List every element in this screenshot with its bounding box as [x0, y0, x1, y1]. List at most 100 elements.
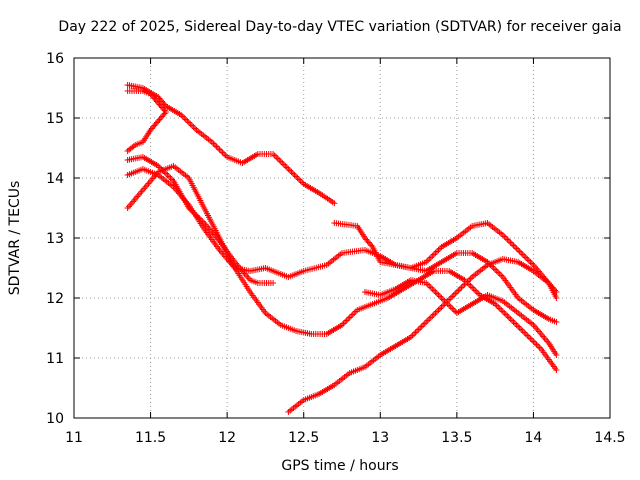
data-point-marker [510, 319, 517, 325]
data-point-marker [502, 235, 509, 241]
x-axis-label: GPS time / hours [281, 458, 398, 474]
data-point-marker [190, 124, 197, 130]
data-point-marker [219, 149, 226, 156]
data-point-marker [414, 328, 421, 334]
data-point-marker [496, 271, 503, 277]
data-point-marker [458, 284, 465, 291]
data-point-marker [427, 314, 434, 321]
data-point-marker [441, 298, 448, 304]
data-point-marker [182, 116, 189, 123]
data-point-marker [528, 260, 535, 267]
data-point-marker [516, 325, 523, 331]
x-tick-label: 14 [525, 430, 543, 446]
data-point-marker [435, 292, 442, 298]
data-point-marker [348, 313, 355, 319]
data-point-marker [331, 200, 338, 207]
data-point-marker [553, 352, 560, 358]
data-point-marker [415, 326, 422, 333]
data-point-marker [437, 305, 444, 312]
y-tick-label: 13 [46, 231, 64, 247]
y-axis-label: SDTVAR / TECUs [7, 181, 23, 296]
data-point-marker [426, 283, 433, 289]
data-point-marker [519, 328, 526, 334]
data-point-marker [423, 319, 430, 325]
data-point-marker [280, 161, 287, 168]
data-point-marker [447, 304, 454, 310]
data-point-marker [277, 158, 284, 165]
data-point-marker [427, 254, 434, 261]
data-point-marker [181, 115, 188, 121]
data-point-marker [524, 256, 531, 262]
data-point-marker [164, 172, 171, 178]
data-point-marker [446, 302, 453, 309]
data-point-marker [342, 319, 349, 325]
data-point-marker [421, 320, 428, 327]
data-point-marker [185, 119, 192, 126]
data-point-marker [455, 287, 462, 294]
data-point-marker [507, 316, 514, 322]
data-point-marker [274, 155, 281, 162]
y-tick-label: 10 [46, 411, 64, 427]
data-point-marker [467, 275, 474, 282]
data-point-marker [531, 340, 538, 346]
data-point-marker [444, 301, 451, 307]
data-point-marker [438, 304, 445, 310]
data-point-marker [495, 304, 502, 310]
data-point-marker [271, 152, 278, 159]
data-point-marker [210, 140, 217, 147]
data-point-marker [213, 143, 220, 150]
data-point-marker [435, 307, 442, 313]
data-point-marker [512, 320, 519, 327]
data-point-marker [527, 259, 534, 265]
data-point-marker [286, 167, 293, 174]
data-point-marker [191, 125, 198, 132]
data-point-marker [515, 247, 522, 253]
data-point-marker [440, 296, 447, 303]
data-point-marker [505, 238, 512, 244]
data-point-marker [430, 311, 437, 318]
data-point-marker [429, 286, 436, 292]
data-point-marker [294, 175, 301, 181]
data-point-marker [438, 295, 445, 301]
data-point-marker [450, 292, 457, 298]
data-point-marker [501, 233, 508, 240]
data-point-marker [279, 160, 286, 166]
data-point-marker [432, 289, 439, 295]
y-tick-label: 12 [46, 291, 64, 307]
data-point-marker [521, 329, 528, 336]
data-point-marker [447, 295, 454, 301]
data-point-marker [124, 148, 131, 154]
data-point-marker [504, 236, 511, 243]
data-point-marker [535, 343, 542, 349]
data-point-marker [553, 319, 560, 325]
data-point-marker [528, 337, 535, 343]
y-tick-label: 11 [46, 351, 64, 367]
data-point-marker [463, 280, 470, 286]
data-point-marker [492, 266, 499, 273]
data-point-marker [519, 251, 526, 258]
y-tick-label: 14 [46, 171, 64, 187]
data-point-marker [273, 154, 280, 160]
data-point-marker [508, 241, 515, 247]
y-axis-ticks: 10 11 12 13 14 15 16 [46, 51, 610, 427]
data-point-marker [410, 331, 417, 337]
data-point-marker [449, 305, 456, 312]
data-point-marker [501, 310, 508, 316]
data-point-marker [282, 163, 289, 169]
data-point-marker [188, 122, 195, 129]
series-track-2 [124, 166, 560, 325]
data-point-marker [495, 269, 502, 276]
data-point-marker [522, 331, 529, 337]
data-point-marker [297, 178, 304, 184]
data-point-marker [470, 286, 477, 292]
data-point-marker [536, 344, 543, 351]
data-point-marker [427, 284, 434, 291]
data-point-marker [498, 272, 505, 279]
data-point-marker [513, 245, 520, 252]
data-point-marker [418, 323, 425, 330]
data-point-marker [508, 317, 515, 324]
x-tick-label: 11.5 [135, 430, 166, 446]
data-point-marker [214, 145, 221, 151]
series-track-5 [124, 88, 169, 154]
